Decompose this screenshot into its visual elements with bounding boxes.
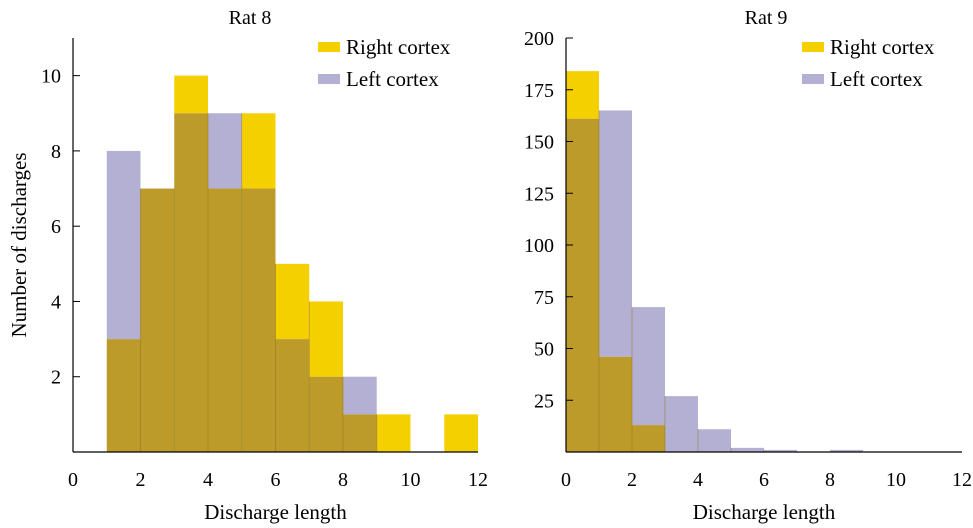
chart-panel-1: 2 4 6 8 10 0 2 4 6 8 10 12 Rat 8 Discharge length Numb… — [7, 7, 488, 524]
legend-swatch — [318, 42, 340, 52]
bar-left-cortex — [599, 110, 632, 357]
bar-right-cortex — [376, 414, 411, 452]
x-tick-label: 8 — [825, 469, 835, 491]
y-tick-label: 200 — [524, 28, 554, 50]
bar-left-cortex — [343, 376, 377, 415]
y-tick-label: 6 — [51, 216, 61, 238]
y-tick-label: 75 — [534, 287, 554, 309]
x-tick-label: 6 — [271, 469, 281, 491]
chart-panel-2: 25 50 75 100 125 150 175 200 0 2 4 6 8 10 12 Rat 9 Disch… — [524, 7, 972, 524]
x-tick-label: 12 — [468, 469, 488, 491]
y-tick-label: 2 — [51, 367, 61, 389]
x-tick-label: 2 — [136, 469, 146, 491]
x-tick-label: 0 — [561, 469, 571, 491]
y-tick-label: 4 — [51, 291, 61, 313]
legend-swatch — [318, 74, 340, 84]
x-tick-label: 4 — [203, 469, 213, 491]
legend-label: Left cortex — [830, 67, 923, 91]
bar-right-cortex — [309, 301, 343, 377]
x-tick-label: 0 — [68, 469, 78, 491]
x-axis-label: Discharge length — [204, 500, 347, 524]
bar-overlap — [566, 118, 599, 452]
x-tick-label: 4 — [693, 469, 703, 491]
bar-left-cortex — [208, 113, 242, 189]
legend-swatch — [802, 42, 824, 52]
y-tick-label: 100 — [524, 235, 554, 257]
chart-title: Rat 9 — [745, 7, 788, 29]
legend-label: Right cortex — [346, 35, 451, 59]
y-tick-label: 50 — [534, 339, 554, 361]
y-tick-label: 125 — [524, 183, 554, 205]
bar-left-cortex — [106, 150, 141, 340]
x-tick-label: 8 — [338, 469, 348, 491]
bar-left-cortex — [632, 307, 665, 426]
bar-overlap — [106, 339, 141, 452]
y-tick-label: 175 — [524, 80, 554, 102]
bar-right-cortex — [275, 263, 310, 340]
x-tick-label: 12 — [952, 469, 972, 491]
bar-overlap — [599, 356, 632, 452]
x-tick-label: 10 — [401, 469, 421, 491]
bar-right-cortex — [174, 75, 208, 114]
y-tick-label: 8 — [51, 141, 61, 163]
legend: Right cortex Left cortex — [802, 35, 935, 91]
bar-overlap — [140, 188, 175, 452]
legend: Right cortex Left cortex — [318, 35, 451, 91]
bar-overlap — [275, 339, 310, 452]
y-axis-label: Number of discharges — [7, 152, 31, 337]
bar-overlap — [174, 113, 208, 452]
bar-overlap — [632, 425, 665, 452]
bar-overlap — [343, 414, 377, 452]
x-axis-label: Discharge length — [693, 500, 836, 524]
legend-swatch — [802, 74, 824, 84]
x-tick-label: 2 — [627, 469, 637, 491]
bar-left-cortex — [764, 449, 797, 452]
bar-overlap — [208, 188, 242, 452]
bar-overlap — [241, 188, 276, 452]
chart-title: Rat 8 — [229, 7, 272, 29]
x-tick-label: 10 — [886, 469, 906, 491]
legend-label: Right cortex — [830, 35, 935, 59]
bar-right-cortex — [566, 71, 599, 119]
bar-right-cortex — [444, 414, 478, 452]
bar-right-cortex — [241, 113, 276, 189]
y-tick-label: 25 — [534, 390, 554, 412]
bar-left-cortex — [698, 429, 731, 452]
bar-left-cortex — [830, 449, 863, 452]
bar-overlap — [309, 376, 343, 452]
bar-left-cortex — [731, 447, 764, 452]
y-tick-label: 10 — [41, 66, 61, 88]
y-tick-label: 150 — [524, 132, 554, 154]
x-tick-label: 6 — [759, 469, 769, 491]
bar-left-cortex — [665, 396, 698, 452]
legend-label: Left cortex — [346, 67, 439, 91]
